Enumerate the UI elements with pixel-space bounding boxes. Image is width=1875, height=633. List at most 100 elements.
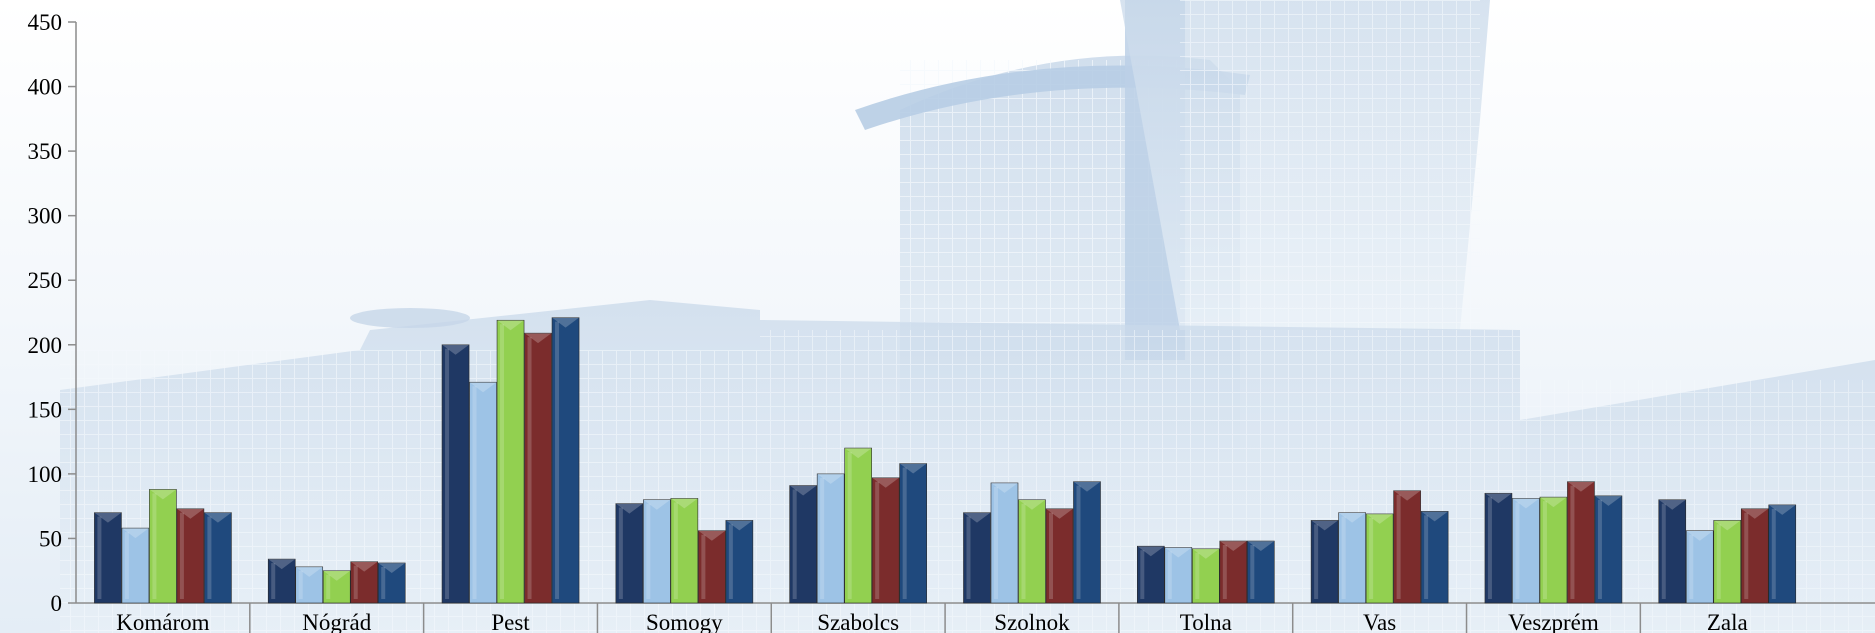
bar	[1045, 508, 1074, 604]
bar-body	[1247, 540, 1275, 604]
bar-highlight	[527, 337, 532, 599]
bar	[725, 520, 754, 604]
bar-body	[267, 558, 296, 604]
y-tick-label: 300	[28, 204, 63, 229]
bar-bevel	[295, 566, 323, 577]
bar-highlight	[701, 534, 706, 599]
bar	[524, 332, 552, 604]
bar-bevel	[1137, 546, 1165, 557]
category-label: Veszprém	[1508, 610, 1599, 633]
bar-highlight	[97, 516, 102, 599]
bar-body	[615, 503, 644, 604]
bar	[350, 561, 379, 604]
y-tick-label: 100	[28, 462, 63, 487]
bar-body	[1338, 512, 1366, 604]
bar-body	[1594, 495, 1623, 604]
bar-highlight	[1597, 499, 1602, 599]
bar-bevel	[94, 512, 122, 523]
bar-body	[121, 527, 150, 604]
bar	[1192, 548, 1220, 604]
y-tick-label: 350	[28, 139, 63, 164]
bar-bevel	[1768, 504, 1796, 515]
bar	[963, 512, 991, 604]
bar-body	[990, 482, 1019, 604]
bar	[1512, 498, 1540, 604]
bar-highlight	[207, 516, 212, 599]
bar-highlight	[993, 486, 998, 599]
bar-body	[496, 319, 525, 604]
bar-highlight	[1542, 501, 1547, 599]
bar	[1658, 499, 1687, 604]
bar	[816, 473, 845, 604]
bar-body	[1018, 499, 1046, 604]
bar-bevel	[1247, 541, 1275, 552]
bar-bevel	[1741, 508, 1769, 519]
bar	[267, 558, 296, 604]
bar-highlight	[646, 503, 651, 599]
bar-highlight	[792, 489, 797, 599]
bar-bevel	[1366, 513, 1394, 524]
bar-body	[1192, 548, 1220, 604]
bar-highlight	[847, 452, 852, 599]
bar-highlight	[1140, 550, 1145, 599]
bar-body	[441, 344, 470, 604]
bar	[1740, 508, 1769, 604]
bar-highlight	[124, 532, 129, 599]
bar-body	[1045, 508, 1074, 604]
bar	[1365, 513, 1394, 604]
bar-body	[1567, 481, 1595, 604]
bar	[1539, 496, 1568, 604]
bar-bevel	[1311, 520, 1339, 531]
bar-body	[1658, 499, 1687, 604]
bar	[295, 566, 324, 604]
bar-highlight	[500, 324, 505, 599]
bar-body	[94, 512, 122, 604]
bar-body	[469, 381, 497, 604]
bar-highlight	[673, 502, 678, 599]
bar	[844, 447, 872, 604]
bar-highlight	[1222, 545, 1227, 599]
bar-highlight	[1570, 485, 1575, 599]
bar-bevel	[378, 562, 406, 573]
bar-highlight	[381, 566, 386, 599]
bar	[1164, 547, 1193, 604]
bar-body	[524, 332, 552, 604]
bar-body	[149, 489, 177, 604]
bar	[1484, 492, 1513, 604]
bar	[1137, 545, 1165, 604]
bar-highlight	[1314, 524, 1319, 599]
bar-bevel	[323, 570, 351, 581]
category-label: Zala	[1707, 610, 1748, 633]
bar-highlight	[1744, 512, 1749, 599]
bar-body	[1164, 547, 1193, 604]
y-tick-label: 450	[28, 10, 63, 35]
bar-highlight	[1341, 516, 1346, 599]
bar	[1393, 490, 1421, 604]
bar	[1247, 540, 1275, 604]
bar-bevel	[817, 473, 845, 484]
bar-bevel	[1192, 548, 1220, 559]
bar	[1420, 511, 1449, 604]
y-tick-label: 50	[39, 526, 62, 551]
category-label: Nógrád	[302, 610, 371, 633]
bar	[204, 512, 232, 604]
bar-highlight	[1689, 534, 1694, 599]
bar	[121, 527, 150, 604]
bar	[615, 503, 644, 604]
bar-body	[789, 485, 817, 604]
bar-highlight	[1661, 503, 1666, 599]
bar-body	[322, 570, 351, 604]
bar	[899, 463, 927, 604]
bar-body	[377, 562, 406, 604]
bar-highlight	[1771, 508, 1776, 599]
bar-bevel	[552, 317, 580, 328]
bar-bevel	[1512, 498, 1540, 509]
bar-bevel	[789, 485, 817, 496]
bar-highlight	[1515, 502, 1520, 599]
bar-body	[816, 473, 845, 604]
bar-bevel	[1421, 511, 1449, 522]
bar-body	[1713, 520, 1742, 604]
bar-highlight	[152, 493, 157, 599]
labels-group: Komárom Nógrád Pest Somogy Szabolcs Szolnok To…	[116, 610, 1747, 633]
bar	[1713, 520, 1742, 604]
